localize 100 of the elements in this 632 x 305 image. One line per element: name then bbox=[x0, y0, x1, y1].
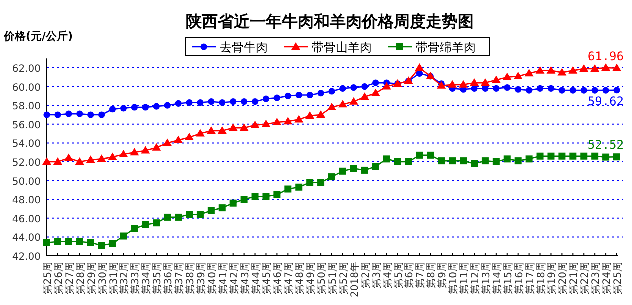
point bbox=[272, 118, 282, 126]
point bbox=[164, 214, 172, 221]
y-tick-label: 48.00 bbox=[12, 196, 41, 207]
x-tick-label: 第33周 bbox=[130, 262, 142, 295]
point bbox=[612, 64, 622, 72]
point bbox=[186, 99, 193, 106]
point bbox=[524, 69, 534, 77]
point bbox=[416, 152, 424, 159]
x-tick-label: 第11周 bbox=[458, 262, 471, 295]
point bbox=[296, 184, 303, 191]
x-tick-label: 第45周 bbox=[261, 262, 274, 295]
point bbox=[196, 129, 205, 137]
x-tick-label: 第39周 bbox=[195, 262, 208, 295]
chart-title: 陕西省近一年牛肉和羊肉价格周度走势图 bbox=[186, 12, 474, 31]
point bbox=[230, 200, 237, 207]
point bbox=[252, 98, 259, 106]
point bbox=[492, 158, 500, 166]
point bbox=[316, 110, 326, 118]
point bbox=[186, 211, 193, 218]
x-tick-label: 第31周 bbox=[108, 262, 120, 295]
point bbox=[471, 160, 478, 168]
point bbox=[228, 124, 238, 132]
point bbox=[514, 158, 522, 165]
point bbox=[438, 158, 446, 165]
point bbox=[175, 100, 182, 108]
x-tick-label: 第5周 bbox=[392, 262, 405, 288]
x-tick-label: 第21周 bbox=[568, 262, 580, 295]
x-tick-label: 第48周 bbox=[294, 262, 306, 295]
point bbox=[197, 99, 204, 106]
point bbox=[54, 112, 62, 118]
point bbox=[76, 110, 84, 118]
x-tick-label: 第17周 bbox=[524, 262, 536, 295]
x-tick-label: 第25周 bbox=[42, 262, 54, 295]
point bbox=[382, 82, 392, 90]
y-tick-label: 56.00 bbox=[12, 120, 41, 132]
x-tick-label: 第29周 bbox=[86, 262, 98, 295]
point bbox=[470, 78, 479, 86]
point bbox=[164, 102, 171, 109]
x-tick-label: 第28周 bbox=[74, 262, 87, 295]
point bbox=[44, 112, 50, 118]
point bbox=[206, 126, 216, 134]
point bbox=[592, 87, 598, 94]
point bbox=[294, 115, 304, 123]
point bbox=[175, 214, 182, 221]
x-tick-label: 第2周 bbox=[360, 262, 372, 288]
point bbox=[416, 70, 423, 77]
point bbox=[536, 85, 544, 92]
point bbox=[480, 78, 490, 86]
y-tick-label: 44.00 bbox=[12, 233, 41, 244]
point bbox=[548, 85, 555, 92]
point bbox=[250, 120, 260, 128]
point bbox=[536, 66, 545, 74]
point bbox=[514, 72, 523, 80]
point bbox=[350, 165, 358, 172]
x-tick-label: 第15周 bbox=[502, 262, 514, 295]
x-tick-label: 第30周 bbox=[96, 262, 109, 295]
point bbox=[119, 150, 128, 158]
point bbox=[614, 87, 620, 94]
point bbox=[580, 87, 588, 94]
point bbox=[108, 152, 118, 160]
point bbox=[98, 112, 106, 118]
legend-label: 带骨绵羊肉 bbox=[416, 40, 476, 54]
point bbox=[163, 138, 172, 146]
x-tick-label: 第8周 bbox=[426, 262, 438, 288]
x-tick-label: 第18周 bbox=[535, 262, 548, 295]
x-tick-label: 第36周 bbox=[162, 262, 175, 295]
point bbox=[350, 84, 358, 92]
point bbox=[328, 102, 336, 110]
point bbox=[284, 92, 292, 100]
x-tick-label: 第52周 bbox=[338, 262, 350, 295]
point bbox=[274, 191, 281, 198]
point bbox=[76, 238, 84, 246]
x-tick-label: 第27周 bbox=[64, 262, 76, 295]
point bbox=[602, 64, 611, 71]
point bbox=[372, 163, 380, 170]
point bbox=[383, 156, 390, 163]
point bbox=[504, 156, 511, 163]
point bbox=[394, 158, 402, 166]
data-label: 59.62 bbox=[588, 94, 624, 108]
point bbox=[120, 232, 128, 240]
point bbox=[196, 211, 204, 218]
x-tick-label: 第12周 bbox=[470, 262, 482, 295]
point bbox=[590, 64, 600, 72]
point bbox=[471, 85, 478, 92]
x-tick-label: 第43周 bbox=[239, 262, 252, 295]
point bbox=[152, 143, 162, 151]
point bbox=[284, 186, 292, 193]
point bbox=[460, 158, 468, 165]
point bbox=[318, 179, 325, 186]
point bbox=[306, 92, 314, 99]
point bbox=[492, 76, 501, 84]
point bbox=[482, 85, 489, 92]
point bbox=[262, 193, 270, 200]
point bbox=[338, 100, 348, 108]
x-tick-label: 第4周 bbox=[382, 262, 394, 288]
x-tick-label: 第14周 bbox=[491, 262, 504, 295]
point bbox=[592, 152, 599, 160]
point bbox=[558, 152, 566, 160]
point bbox=[339, 168, 346, 175]
point bbox=[65, 238, 72, 246]
